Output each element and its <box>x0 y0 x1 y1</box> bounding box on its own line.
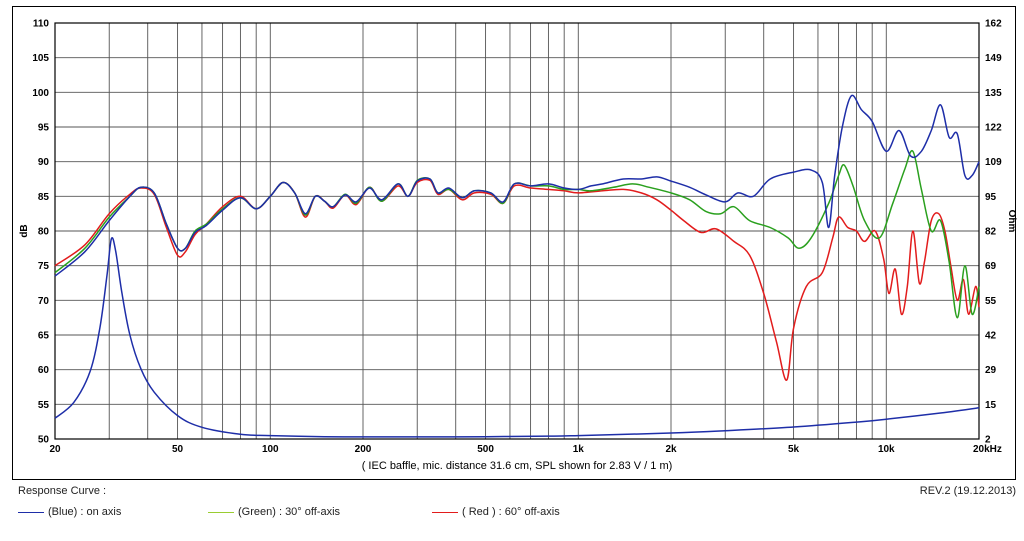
x-tick-label: 5k <box>788 444 800 455</box>
y2-tick-label: 109 <box>985 157 1002 168</box>
series-layer <box>54 94 980 438</box>
series-red-60deg <box>54 178 980 381</box>
legend-item-green: (Green) : 30° off-axis <box>208 506 340 518</box>
legend-item-red: ( Red ) : 60° off-axis <box>432 506 560 518</box>
measurement-note: ( IEC baffle, mic. distance 31.6 cm, SPL… <box>362 460 673 472</box>
y-tick-label: 105 <box>32 53 49 64</box>
x-tick-label: 10k <box>878 444 895 455</box>
response-curve-title: Response Curve : <box>18 485 107 497</box>
grid <box>54 22 980 440</box>
legend-label-blue: (Blue) : on axis <box>48 506 122 518</box>
y2-tick-label: 95 <box>985 192 997 203</box>
x-tick-label: 2k <box>665 444 677 455</box>
x-tick-label: 20 <box>49 444 61 455</box>
y2-tick-label: 82 <box>985 227 997 238</box>
x-tick-label: 20kHz <box>973 444 1002 455</box>
y-tick-label: 55 <box>38 400 50 411</box>
series-impedance <box>54 237 980 438</box>
response-curve-chart: 50 55 60 65 70 75 80 85 90 95 100 105 110 2 15 29 42 55 69… <box>19 19 1017 473</box>
series-blue-on-axis <box>54 94 980 277</box>
legend-label-red: ( Red ) : 60° off-axis <box>462 506 560 518</box>
chart-frame: 50 55 60 65 70 75 80 85 90 95 100 105 110 2 15 29 42 55 69… <box>12 6 1017 480</box>
legend-label-green: (Green) : 30° off-axis <box>238 506 341 518</box>
y2-tick-label: 69 <box>985 261 997 272</box>
y-tick-label: 85 <box>38 192 50 203</box>
y2-tick-label: 162 <box>985 19 1002 30</box>
x-tick-label: 500 <box>477 444 494 455</box>
y2-tick-label: 42 <box>985 331 997 342</box>
x-tick-label: 1k <box>573 444 585 455</box>
y-tick-label: 110 <box>33 19 50 30</box>
plot-border <box>54 22 980 440</box>
y-tick-label: 70 <box>38 296 50 307</box>
y-tick-label: 60 <box>38 365 50 376</box>
x-tick-label: 200 <box>355 444 372 455</box>
revision-label: REV.2 (19.12.2013) <box>919 485 1016 497</box>
y-tick-label: 100 <box>32 88 49 99</box>
legend-swatch-blue <box>18 511 44 513</box>
y2-tick-label: 29 <box>985 365 997 376</box>
y2-axis-label: Ohm <box>1006 210 1017 233</box>
x-tick-label: 100 <box>262 444 279 455</box>
x-tick-label: 50 <box>172 444 184 455</box>
legend-swatch-green <box>208 511 234 513</box>
y2-tick-label: 55 <box>985 296 997 307</box>
y-axis-label: dB <box>19 224 30 237</box>
y-tick-label: 90 <box>38 157 50 168</box>
y-tick-label: 95 <box>38 123 50 134</box>
legend-swatch-red <box>432 511 458 513</box>
y-tick-label: 75 <box>38 261 50 272</box>
y2-tick-label: 122 <box>985 123 1002 134</box>
y2-tick-label: 135 <box>985 88 1002 99</box>
y-tick-label: 80 <box>38 227 50 238</box>
legend-item-blue: (Blue) : on axis <box>18 506 121 518</box>
y2-tick-label: 15 <box>985 400 997 411</box>
y-tick-label: 50 <box>38 435 50 446</box>
axes: 50 55 60 65 70 75 80 85 90 95 100 105 110 2 15 29 42 55 69… <box>32 19 1002 456</box>
y2-tick-label: 149 <box>985 53 1002 64</box>
y-tick-label: 65 <box>38 331 50 342</box>
y2-tick-label: 2 <box>985 435 991 446</box>
